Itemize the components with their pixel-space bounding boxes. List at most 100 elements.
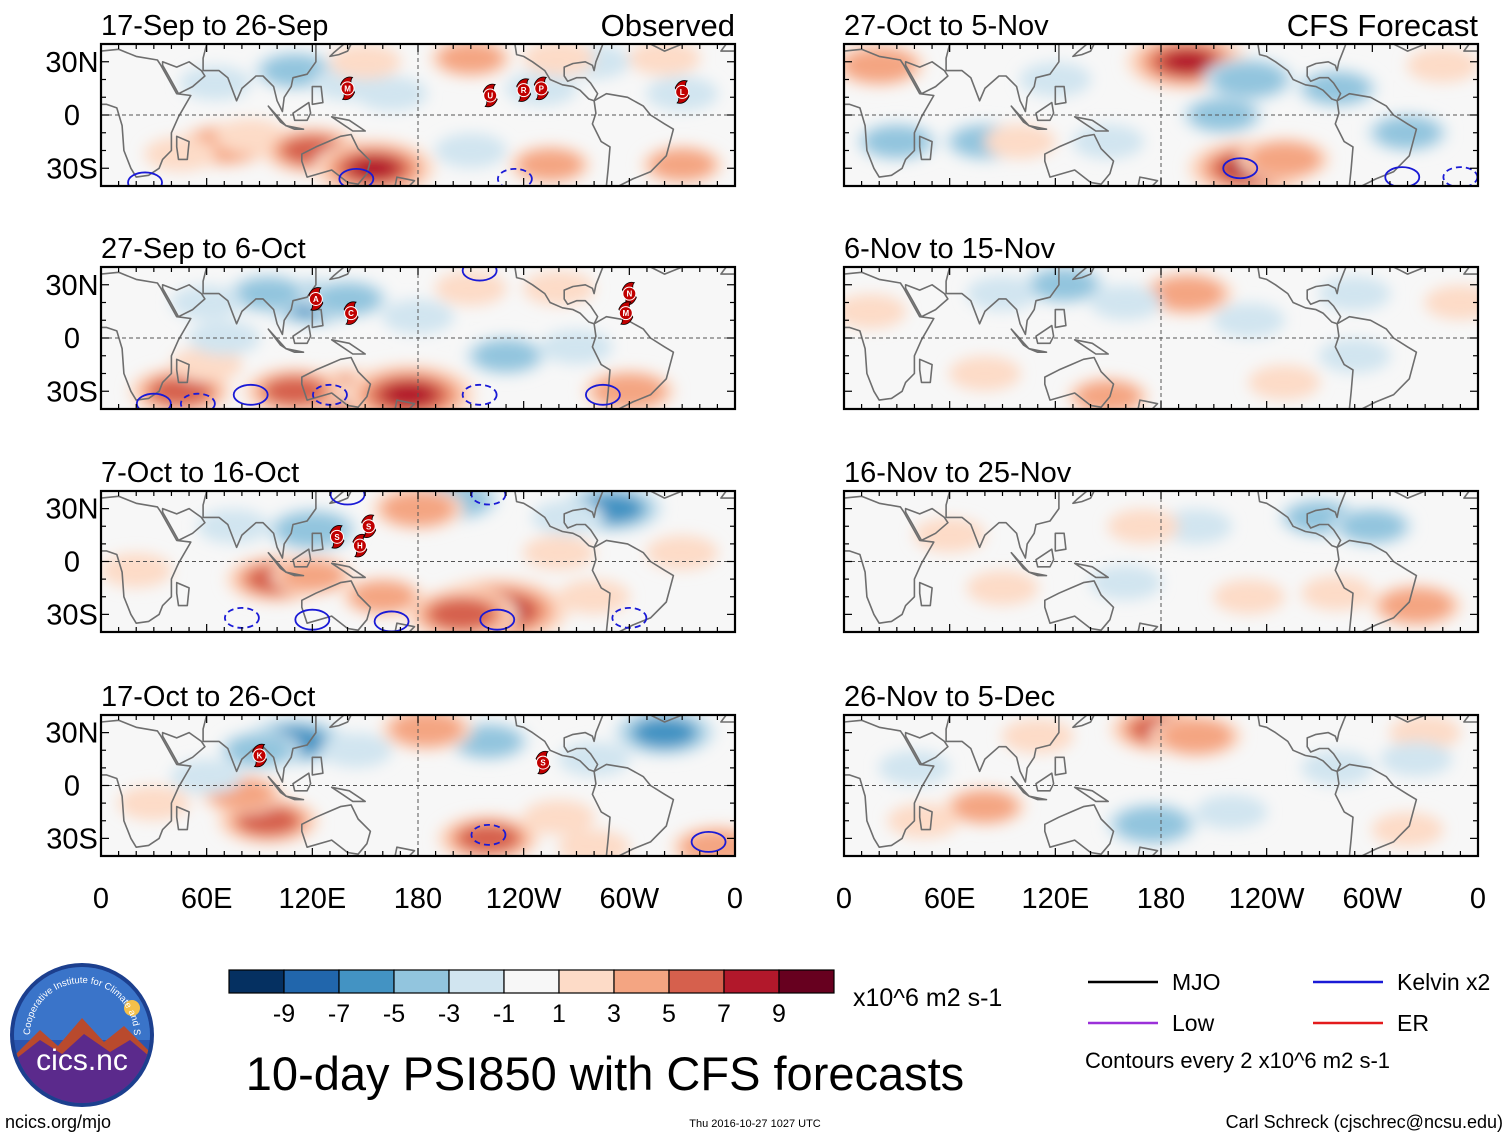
kelvin-contour bbox=[585, 383, 621, 406]
x-axis-right: 0 60E 120E 180 120W 60W 0 bbox=[836, 883, 1486, 915]
coastline bbox=[1073, 339, 1109, 355]
storm-letter: N bbox=[626, 290, 632, 299]
storm-marker: M bbox=[340, 76, 356, 101]
x-tick-label: 0 bbox=[93, 883, 109, 915]
coastline bbox=[1028, 795, 1048, 801]
kelvin-contour bbox=[135, 392, 172, 409]
coastline bbox=[394, 846, 416, 856]
colorbar-tick-label: 3 bbox=[607, 1000, 621, 1028]
map-panel: 27-Oct to 5-Nov bbox=[842, 10, 1480, 188]
anomaly-band bbox=[1115, 806, 1189, 842]
anomaly-band bbox=[522, 270, 595, 306]
storm-marker: A bbox=[308, 287, 324, 311]
anomaly-band bbox=[349, 156, 399, 180]
kelvin-contour bbox=[329, 491, 366, 506]
coastline bbox=[1257, 715, 1347, 773]
anomaly-band bbox=[434, 133, 507, 168]
contour-note: Contours every 2 x10^6 m2 s-1 bbox=[1085, 1048, 1390, 1073]
coastline bbox=[1137, 399, 1159, 409]
anomaly-band bbox=[1195, 794, 1268, 830]
x-tick-label: 120E bbox=[278, 883, 346, 915]
storm-letter: M bbox=[344, 84, 351, 93]
coastline bbox=[267, 105, 287, 127]
coastline bbox=[904, 61, 949, 95]
storm-marker: S bbox=[329, 525, 345, 549]
colorbar-bin bbox=[668, 969, 725, 994]
coastline bbox=[285, 124, 305, 130]
storm-letter: U bbox=[487, 91, 493, 100]
coastline bbox=[1054, 308, 1067, 329]
coastline bbox=[394, 176, 416, 186]
coastline bbox=[945, 44, 1060, 113]
x-tick-label: 0 bbox=[836, 883, 852, 915]
anomaly-band bbox=[531, 500, 604, 535]
coastline bbox=[1073, 786, 1109, 803]
panel-period-label: 6-Nov to 15-Nov bbox=[844, 233, 1056, 265]
website-link[interactable]: ncics.org/mjo bbox=[5, 1112, 111, 1132]
coastline bbox=[267, 551, 287, 573]
anomaly-band bbox=[1374, 117, 1441, 149]
storm-marker: U bbox=[482, 83, 498, 108]
coastline bbox=[301, 356, 372, 408]
coastline bbox=[161, 507, 206, 542]
coastline bbox=[202, 267, 317, 336]
storm-letter: L bbox=[680, 88, 685, 97]
coastline bbox=[1371, 715, 1426, 723]
x-tick-label: 60E bbox=[181, 883, 233, 915]
coastline bbox=[1035, 548, 1055, 568]
coastline bbox=[514, 267, 604, 325]
x-tick-label: 120W bbox=[486, 883, 562, 915]
y-tick-label: 0 bbox=[64, 771, 80, 803]
kelvin-contour bbox=[179, 392, 216, 409]
legend-label: ER bbox=[1397, 1010, 1429, 1036]
coastline bbox=[1028, 347, 1048, 353]
coastline bbox=[161, 284, 206, 318]
panel-period-label: 27-Sep to 6-Oct bbox=[101, 233, 306, 265]
coastline bbox=[918, 135, 933, 161]
kelvin-contour bbox=[470, 491, 507, 506]
anomaly-band bbox=[628, 44, 701, 76]
coastline bbox=[101, 719, 192, 848]
anomaly-band bbox=[1163, 50, 1212, 74]
storm-letter: A bbox=[313, 295, 319, 304]
storm-marker: R bbox=[516, 78, 532, 102]
coastline bbox=[330, 786, 366, 803]
x-tick-label: 60W bbox=[600, 883, 660, 915]
coastlines bbox=[101, 44, 735, 186]
kelvin-contour bbox=[690, 831, 727, 853]
coastline bbox=[1044, 356, 1115, 408]
colorbar-bin bbox=[393, 969, 450, 994]
anomaly-band bbox=[522, 535, 595, 571]
storm-letter: M bbox=[622, 309, 629, 318]
timestamp: Thu 2016-10-27 1027 UTC bbox=[689, 1118, 821, 1130]
anomaly-band bbox=[1001, 718, 1074, 754]
coastline bbox=[329, 267, 352, 281]
colorbar-bin bbox=[613, 969, 670, 994]
coastline bbox=[1257, 44, 1347, 102]
coastline bbox=[1010, 551, 1030, 573]
colorbar-tick-label: 7 bbox=[717, 1000, 731, 1028]
y-tick-label: 30N bbox=[45, 718, 98, 750]
coastline bbox=[1371, 44, 1426, 52]
map-panel: 6-Nov to 15-Nov bbox=[842, 233, 1480, 411]
kelvin-contour bbox=[470, 823, 507, 846]
anomaly-band bbox=[438, 44, 504, 74]
coastline bbox=[101, 48, 192, 178]
panel-period-label: 26-Nov to 5-Dec bbox=[844, 681, 1055, 713]
coastline bbox=[311, 532, 324, 552]
coastline bbox=[1463, 44, 1478, 52]
coastline bbox=[1028, 124, 1048, 130]
coastline bbox=[1054, 532, 1067, 552]
colorbar-tick-label: 5 bbox=[662, 1000, 676, 1028]
coastline bbox=[945, 267, 1060, 336]
colorbar-units: x10^6 m2 s-1 bbox=[853, 984, 1002, 1012]
anomaly-band bbox=[355, 76, 428, 112]
colorbar-bin bbox=[558, 969, 615, 994]
observed-column-label: Observed bbox=[601, 8, 735, 43]
coastline bbox=[514, 491, 604, 549]
anomaly-band bbox=[1019, 62, 1092, 97]
coastline bbox=[904, 507, 949, 542]
colorbar-tick-label: -5 bbox=[383, 1000, 405, 1028]
anomaly-band bbox=[913, 517, 986, 553]
logo-text: cics.nc bbox=[36, 1044, 128, 1077]
